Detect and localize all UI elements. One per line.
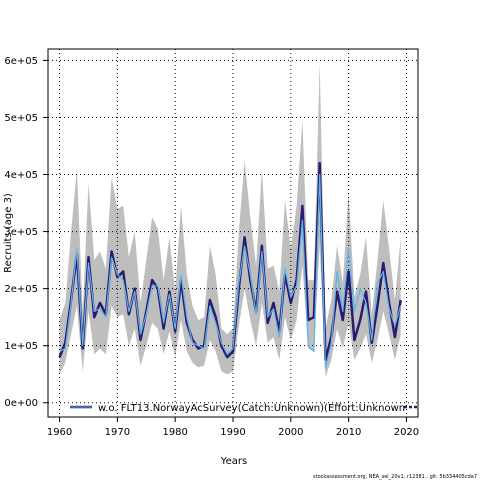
x-tick-label: 1980 (162, 427, 187, 438)
y-tick-label: 5e+05 (4, 113, 38, 124)
x-tick-label: 2020 (394, 427, 419, 438)
grid (48, 49, 418, 417)
x-tick-label: 1970 (105, 427, 130, 438)
y-tick-label: 1e+05 (4, 341, 38, 352)
y-tick-label: 3e+05 (4, 227, 38, 238)
footer-credit: stockassessment.org, NEA_sei_20v1, r1238… (313, 474, 477, 480)
x-axis: 1960 1970 1980 1990 2000 2010 2020 (47, 417, 419, 438)
x-tick-label: 2010 (336, 427, 361, 438)
legend-label: w.o. FLT13.NorwayAcSurvey(Catch:Unknown)… (98, 403, 405, 414)
legend: w.o. FLT13.NorwayAcSurvey(Catch:Unknown)… (70, 403, 418, 414)
y-tick-label: 4e+05 (4, 170, 38, 181)
x-tick-label: 1990 (220, 427, 245, 438)
y-axis-title: Recruits (age 3) (3, 193, 14, 273)
band-area (59, 63, 401, 378)
y-axis: 0e+00 1e+05 2e+05 3e+05 4e+05 5e+05 6e+05 (4, 56, 48, 409)
series-lines (58, 161, 402, 370)
y-tick-label: 0e+00 (4, 398, 38, 409)
x-tick-label: 1960 (47, 427, 72, 438)
confidence-band (59, 63, 401, 378)
x-tick-label: 2000 (278, 427, 303, 438)
y-tick-label: 2e+05 (4, 284, 38, 295)
y-tick-label: 6e+05 (4, 56, 38, 67)
series-line-retro (59, 173, 402, 370)
x-axis-title: Years (220, 456, 247, 467)
